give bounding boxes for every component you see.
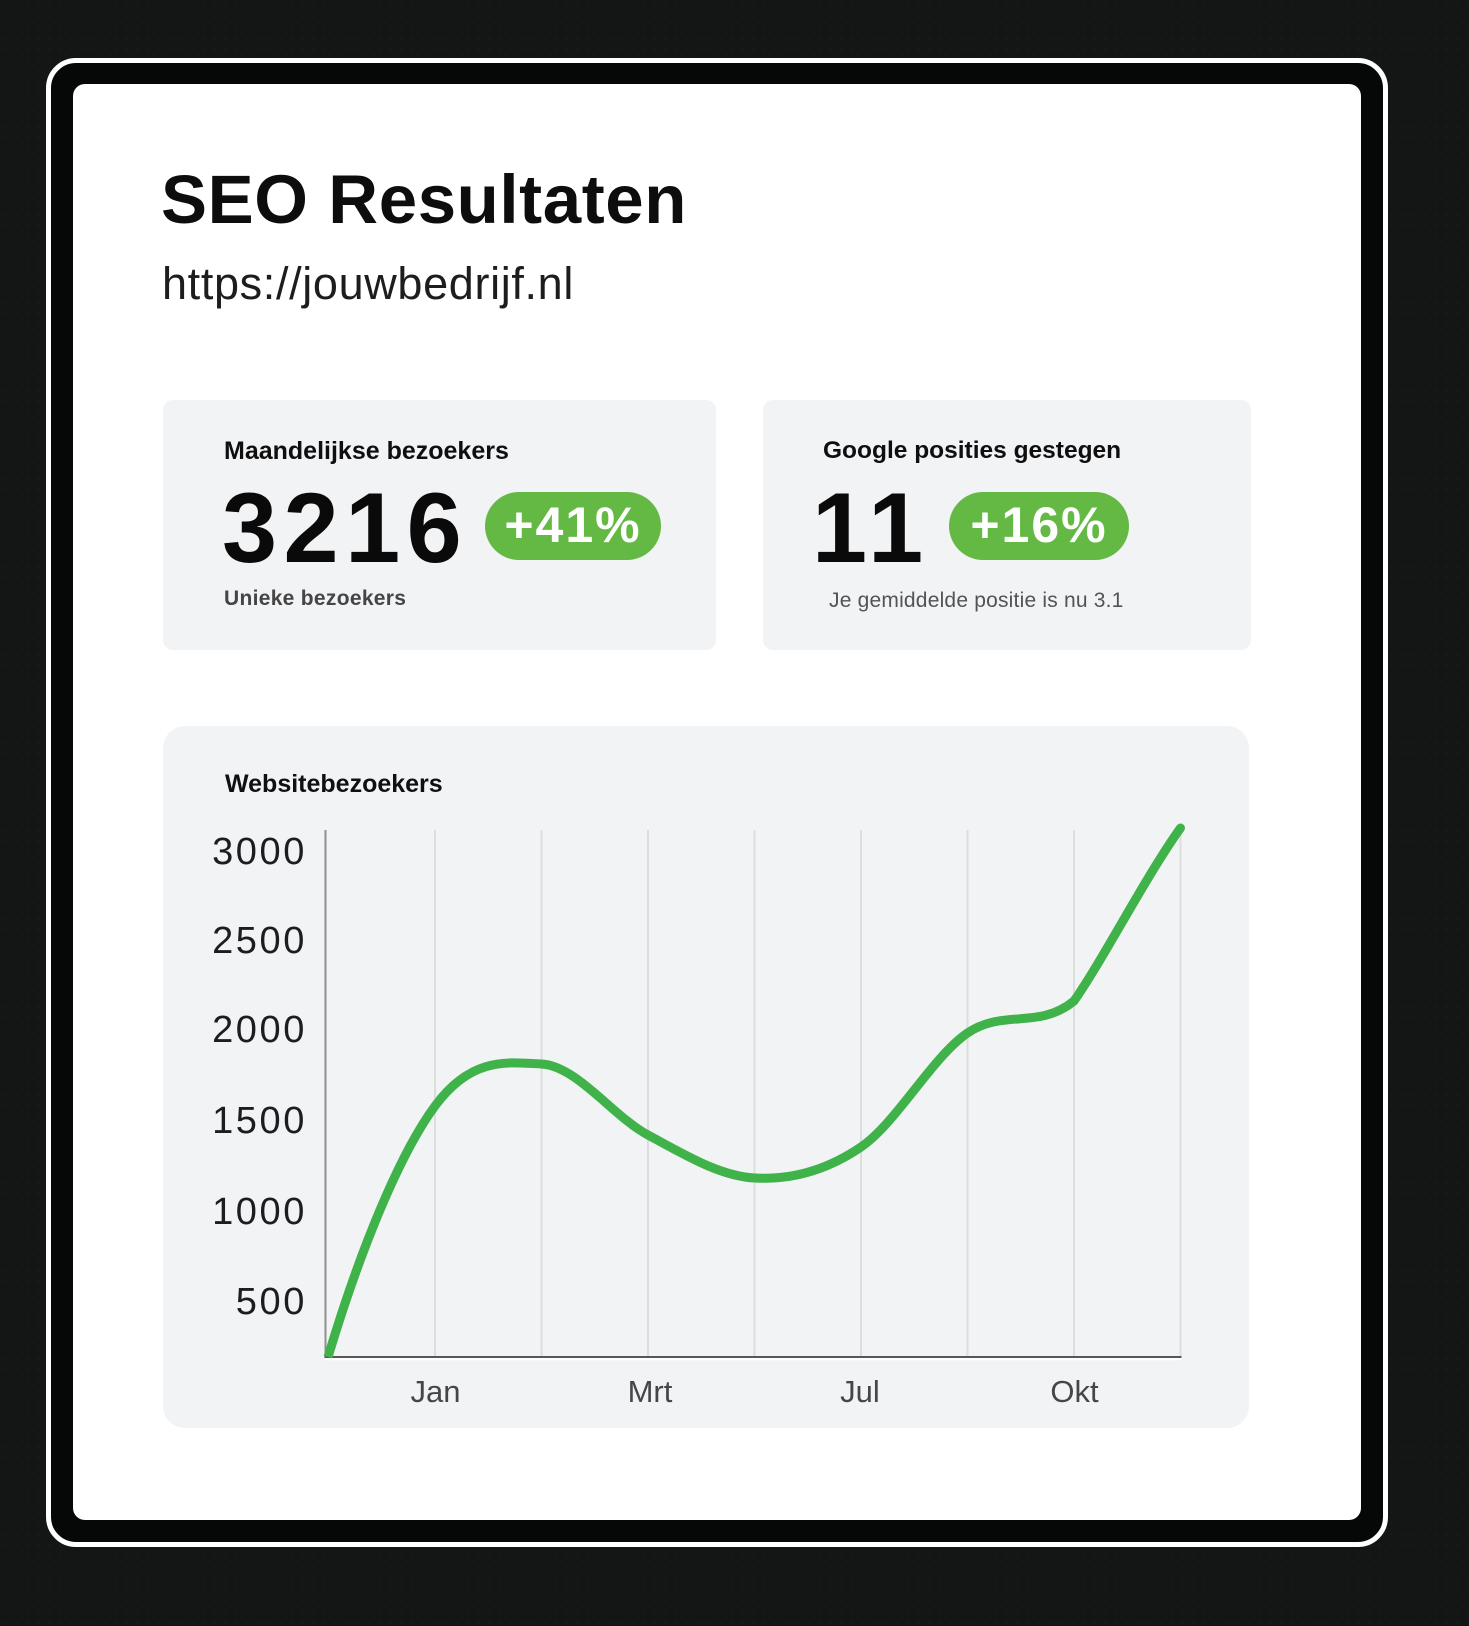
svg-text:Mrt: Mrt bbox=[628, 1374, 673, 1409]
svg-text:2500: 2500 bbox=[212, 920, 307, 962]
svg-text:3000: 3000 bbox=[212, 831, 307, 873]
svg-text:500: 500 bbox=[236, 1281, 307, 1323]
svg-text:Websitebezoekers: Websitebezoekers bbox=[225, 770, 443, 798]
svg-text:2000: 2000 bbox=[212, 1009, 307, 1051]
svg-text:Jul: Jul bbox=[840, 1374, 880, 1409]
svg-text:1000: 1000 bbox=[212, 1191, 307, 1233]
svg-text:Okt: Okt bbox=[1050, 1374, 1099, 1409]
svg-text:Jan: Jan bbox=[411, 1374, 461, 1409]
svg-text:1500: 1500 bbox=[212, 1100, 307, 1142]
